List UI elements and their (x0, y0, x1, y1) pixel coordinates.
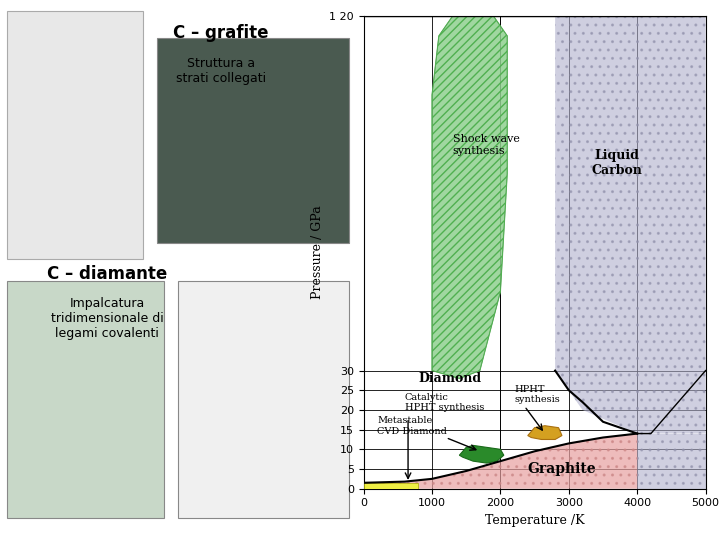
Text: Struttura a
strati collegati: Struttura a strati collegati (176, 57, 266, 85)
Text: Shock wave
synthesis: Shock wave synthesis (453, 134, 519, 156)
Text: Catalytic
HPHT synthesis: Catalytic HPHT synthesis (405, 393, 484, 412)
Polygon shape (528, 426, 562, 440)
Polygon shape (555, 16, 706, 434)
Bar (179, 281, 349, 518)
Text: C – diamante: C – diamante (47, 265, 167, 282)
Text: Impalcatura
tridimensionale di
legami covalenti: Impalcatura tridimensionale di legami co… (50, 297, 163, 340)
Polygon shape (459, 446, 504, 463)
Text: Diamond: Diamond (418, 373, 482, 386)
Polygon shape (364, 434, 706, 489)
Y-axis label: Pressure / GPa: Pressure / GPa (311, 206, 324, 299)
X-axis label: Temperature /K: Temperature /K (485, 514, 585, 527)
Polygon shape (364, 483, 418, 489)
Bar (7, 281, 164, 518)
Text: Metastable
CVD Diamond: Metastable CVD Diamond (377, 416, 447, 436)
Polygon shape (432, 16, 507, 379)
Text: C – grafite: C – grafite (174, 24, 269, 42)
Text: Graphite: Graphite (528, 462, 596, 476)
Bar (7, 11, 143, 259)
Polygon shape (637, 434, 706, 489)
Text: Liquid
Carbon: Liquid Carbon (591, 148, 642, 177)
Text: HPHT
synthesis: HPHT synthesis (514, 384, 560, 404)
Bar (157, 38, 349, 243)
